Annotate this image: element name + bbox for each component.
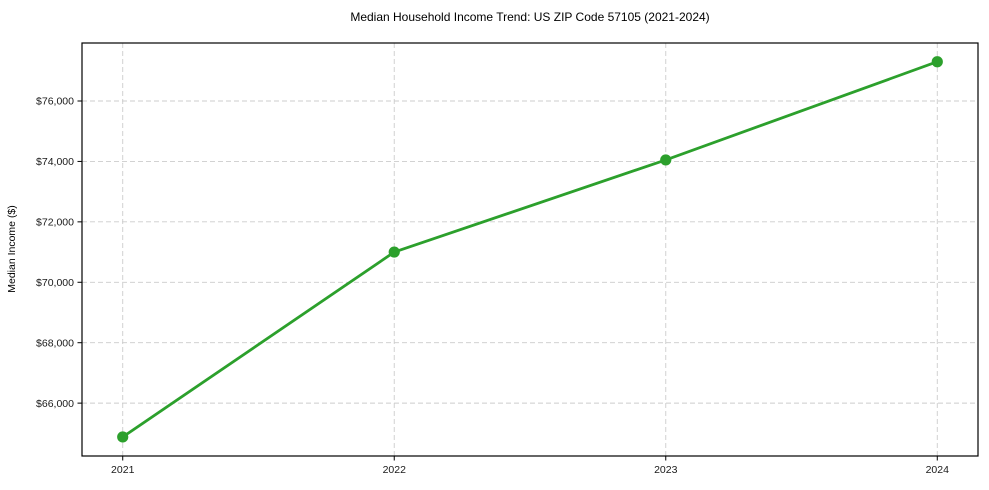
data-series-layer	[117, 56, 943, 443]
x-tick-label: 2023	[654, 464, 678, 476]
plot-border	[81, 42, 979, 457]
y-tick-label: $72,000	[36, 217, 74, 229]
x-tick-label: 2024	[926, 464, 950, 476]
chart-title: Median Household Income Trend: US ZIP Co…	[350, 10, 709, 24]
data-point-marker	[388, 246, 400, 258]
y-tick-label: $68,000	[36, 337, 74, 349]
y-tick-label: $74,000	[36, 156, 74, 168]
y-axis-label: Median Income ($)	[6, 205, 18, 293]
data-point-marker	[931, 56, 943, 68]
y-tick-label: $66,000	[36, 398, 74, 410]
y-tick-label: $76,000	[36, 96, 74, 108]
x-tick-label: 2021	[111, 464, 135, 476]
grid-layer	[82, 43, 978, 456]
data-point-marker	[660, 154, 672, 166]
y-tick-label: $70,000	[36, 277, 74, 289]
data-point-marker	[117, 431, 129, 443]
x-tick-label: 2022	[383, 464, 407, 476]
axes-layer: $66,000 $68,000 $70,000 $72,000 $74,000 $76,0…	[36, 42, 979, 476]
income-trend-line	[121, 60, 939, 439]
